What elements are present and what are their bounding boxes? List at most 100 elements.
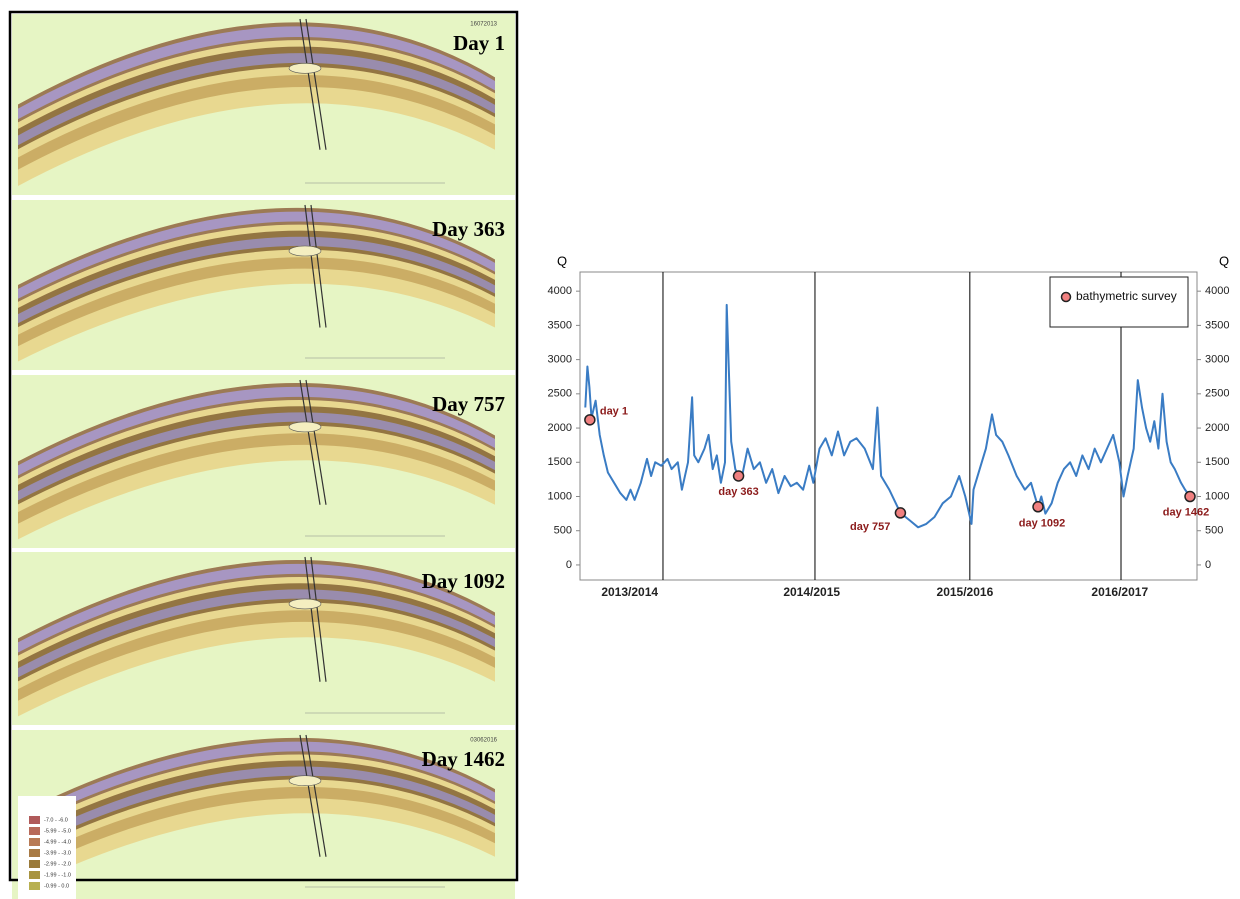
map-date: 03062016 (470, 738, 497, 744)
legend-marker (1060, 291, 1072, 303)
map-band (18, 433, 495, 524)
y2-tick-label: 4000 (1205, 285, 1229, 297)
map-band (18, 383, 495, 479)
legend-swatch (29, 860, 40, 868)
map-panel: Day 757 (12, 375, 515, 548)
map-legend: -7.0 - -6.0 -5.99 - -5.0 -4.99 - -4.0 -3.99… (18, 796, 76, 899)
map-label: Day 1 (453, 31, 505, 55)
legend-label: -0.99 - 0.0 (44, 883, 69, 889)
x-tick-label: 2016/2017 (1091, 585, 1148, 599)
legend-label: -5.99 - -5.0 (44, 828, 71, 834)
map-label: Day 363 (432, 217, 505, 241)
y2-axis-label: Q (1219, 253, 1229, 268)
map-bridge (299, 734, 321, 857)
y-tick-label: 1000 (548, 490, 572, 502)
plot-frame (579, 271, 1198, 581)
map-island (288, 421, 322, 433)
y2-tick-label: 500 (1205, 525, 1223, 537)
legend-label: bathymetric survey (1076, 289, 1177, 303)
map-bridge (305, 18, 327, 150)
y-tick-label: 3000 (548, 354, 572, 366)
map-border (8, 10, 519, 882)
map-panel: Day 1 16072013 (12, 14, 515, 195)
legend-swatch (29, 827, 40, 835)
map-panels: Day 1 16072013 Day 363 Day 757 Day 1092 Day 1… (12, 14, 515, 899)
survey-label: day 363 (718, 486, 758, 498)
map-band (18, 786, 495, 876)
y-tick-label: 500 (554, 525, 572, 537)
map-band (18, 766, 495, 853)
map-band (18, 74, 495, 170)
discharge-line (584, 303, 1195, 529)
map-bridge (310, 556, 327, 682)
y2-tick-label: 3500 (1205, 319, 1229, 331)
x-tick-label: 2014/2015 (783, 585, 840, 599)
survey-marker (894, 507, 907, 519)
y-tick-label: 0 (566, 559, 572, 571)
map-band (18, 760, 495, 857)
map-band (18, 211, 495, 299)
survey-label: day 1092 (1019, 518, 1065, 530)
map-band (18, 22, 495, 123)
map-band (18, 412, 495, 501)
map-band (18, 589, 495, 678)
y-tick-label: 2500 (548, 388, 572, 400)
survey-label: day 1462 (1163, 506, 1209, 518)
map-bridge (299, 18, 321, 150)
legend-background (18, 796, 76, 899)
legend-swatch (29, 882, 40, 890)
map-label: Day 1092 (422, 569, 505, 593)
legend-swatch (29, 849, 40, 857)
map-band (18, 207, 495, 302)
y-tick-label: 2000 (548, 422, 572, 434)
map-island (288, 598, 322, 610)
map-bridge (310, 204, 327, 328)
map-bridge (304, 556, 321, 682)
map-band (18, 741, 495, 829)
map-band (18, 583, 495, 682)
map-band (18, 563, 495, 653)
y2-tick-label: 0 (1205, 559, 1211, 571)
map-band (18, 53, 495, 146)
map-label: Day 1462 (422, 747, 505, 771)
map-island (288, 63, 322, 74)
map-panel: Day 1462 03062016 (12, 730, 515, 899)
map-island (288, 245, 322, 257)
map-bridge (305, 379, 327, 505)
legend-label: -1.99 - -1.0 (44, 872, 71, 878)
y2-tick-label: 1500 (1205, 456, 1229, 468)
survey-marker (732, 470, 745, 482)
legend-swatch (29, 816, 40, 824)
map-band (18, 610, 495, 701)
survey-label: day 757 (850, 521, 890, 533)
y2-tick-label: 3000 (1205, 354, 1229, 366)
x-tick-label: 2013/2014 (601, 585, 658, 599)
legend-box (1049, 276, 1189, 328)
map-band (18, 230, 495, 328)
map-band (18, 737, 495, 832)
map-panel: Day 363 (12, 200, 515, 370)
map-label: Day 757 (432, 392, 505, 416)
map-date: 16072013 (470, 22, 497, 28)
map-band (18, 236, 495, 324)
survey-marker (1184, 490, 1196, 503)
map-band (18, 406, 495, 505)
survey-marker (584, 414, 596, 426)
survey-label: day 1 (600, 406, 628, 418)
map-band (18, 386, 495, 476)
y2-tick-label: 1000 (1205, 490, 1229, 502)
legend-label: -2.99 - -2.0 (44, 861, 71, 867)
map-panel: Day 1092 (12, 552, 515, 725)
y-tick-label: 3500 (548, 319, 572, 331)
map-bridge (305, 734, 327, 857)
chart: Q Q 0 500 1000 1500 2000 2500 3000 3500 4000 0 500 10… (548, 253, 1230, 599)
y2-tick-label: 2000 (1205, 422, 1229, 434)
y-axis-label: Q (557, 253, 567, 268)
legend-swatch (29, 871, 40, 879)
map-band (18, 46, 495, 150)
y-tick-label: 4000 (548, 285, 572, 297)
map-band (18, 257, 495, 347)
survey-marker (1032, 501, 1044, 513)
